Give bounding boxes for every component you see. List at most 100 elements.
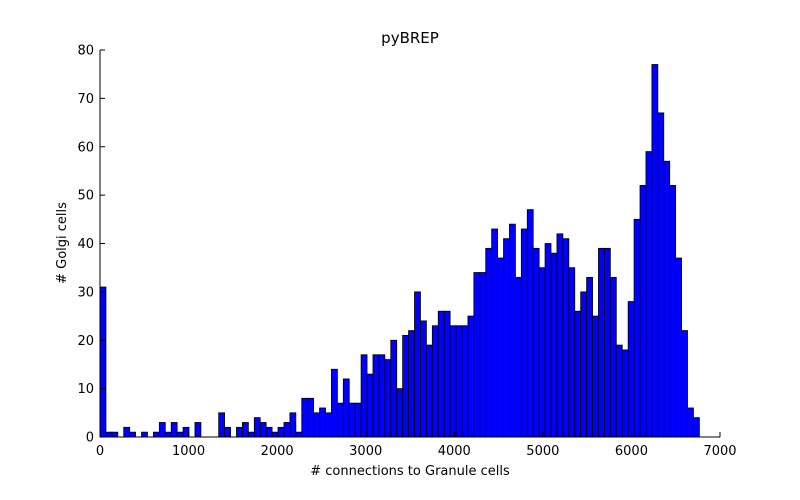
histogram-bar: [111, 431, 119, 438]
y-tick-label: 60: [77, 140, 94, 155]
histogram-bar: [550, 252, 558, 438]
histogram-bar: [503, 238, 510, 438]
histogram-bar: [544, 243, 552, 438]
histogram-bar: [669, 185, 677, 438]
histogram-bar: [242, 422, 249, 438]
histogram-bar: [657, 112, 665, 438]
x-tick-label: 4000: [438, 444, 471, 459]
histogram-bar: [342, 378, 350, 438]
y-tick-label: 50: [77, 189, 94, 204]
histogram-bar: [331, 368, 338, 438]
histogram-bar: [336, 402, 344, 438]
histogram-bar: [218, 412, 226, 438]
histogram-bar: [99, 286, 107, 438]
histogram-bar: [170, 422, 178, 438]
histogram-bar: [485, 247, 493, 438]
histogram-bar: [408, 330, 415, 438]
x-tick-label: 5000: [526, 444, 559, 459]
histogram-bar: [509, 223, 516, 438]
x-tick-label: 0: [96, 444, 104, 459]
histogram-bar: [461, 325, 469, 438]
histogram-bar: [491, 228, 498, 438]
histogram-bar: [455, 325, 463, 438]
histogram-bar: [515, 276, 522, 438]
histogram-bar: [307, 397, 315, 438]
histogram-bar: [348, 402, 356, 438]
histogram-bar: [609, 276, 617, 438]
histogram-bar: [681, 330, 688, 438]
histogram-bar: [295, 431, 303, 438]
histogram-bar: [176, 431, 184, 438]
histogram-bar: [289, 412, 297, 438]
histogram-bar: [633, 218, 641, 438]
histogram-bar: [313, 412, 320, 438]
histogram-bar: [639, 185, 647, 438]
histogram-bar: [325, 412, 332, 438]
histogram-bar: [621, 349, 629, 438]
chart-title: pyBREP: [381, 29, 439, 47]
histogram-bar: [236, 426, 243, 438]
histogram-bar: [645, 151, 653, 438]
histogram-bar: [538, 267, 546, 438]
histogram-bar: [420, 320, 427, 438]
y-tick-label: 10: [77, 382, 94, 397]
histogram-bar: [194, 422, 202, 438]
histogram-bar: [360, 354, 368, 438]
x-axis-label: # connections to Granule cells: [310, 464, 510, 479]
y-axis-ticks: 0 10 20 30 40 50 60 70 80: [77, 44, 105, 446]
histogram-bar: [378, 354, 386, 438]
histogram-bar: [449, 325, 457, 438]
histogram-bar: [384, 359, 392, 438]
y-tick-label: 20: [77, 334, 94, 349]
histogram-bar: [651, 64, 659, 438]
histogram-bar: [277, 426, 285, 438]
histogram-bar: [568, 267, 576, 438]
histogram-bar: [675, 257, 682, 438]
histogram-bar: [390, 339, 398, 438]
histogram-bar: [693, 417, 700, 438]
y-tick-label: 80: [77, 44, 94, 59]
histogram-bar: [402, 335, 409, 438]
histogram-bar: [615, 344, 623, 438]
histogram-bar: [105, 431, 113, 438]
y-tick-label: 70: [77, 92, 94, 107]
x-axis-ticks: 0 1000 2000 3000 4000 5000 6000 7000: [96, 432, 737, 459]
histogram-bar: [431, 325, 439, 438]
histogram-bar: [604, 247, 611, 438]
histogram-bar: [141, 431, 148, 438]
y-tick-label: 30: [77, 285, 94, 300]
histogram-bar: [354, 402, 362, 438]
histogram-bar: [592, 315, 599, 438]
histogram-bar: [425, 344, 433, 438]
histogram-bar: [437, 310, 445, 438]
histogram-bar: [473, 272, 481, 438]
histogram-bar: [301, 397, 309, 438]
y-axis-label: # Golgi cells: [55, 202, 70, 284]
histogram-bar: [259, 422, 267, 438]
x-tick-label: 2000: [261, 444, 294, 459]
histogram-bar: [319, 407, 326, 438]
histogram-bar: [532, 247, 540, 438]
histogram-bar: [158, 422, 166, 438]
histogram-bar: [247, 431, 255, 438]
histogram-bar: [467, 315, 475, 438]
histogram-bar: [562, 238, 570, 438]
histogram-bar: [556, 233, 564, 438]
histogram-bar: [574, 310, 582, 438]
histogram-bar: [598, 247, 605, 438]
histogram-bar: [586, 276, 593, 438]
x-tick-label: 1000: [172, 444, 205, 459]
histogram-bar: [123, 426, 131, 438]
histogram-bar: [443, 310, 451, 438]
histogram-bar: [283, 422, 291, 438]
histogram-bar: [687, 407, 694, 438]
histogram-bar: [164, 431, 172, 438]
histogram-bar: [224, 426, 231, 438]
histogram-bar: [526, 209, 534, 438]
histogram-bar: [396, 388, 404, 438]
histogram-bar: [129, 431, 137, 438]
histogram-bar: [153, 431, 160, 438]
y-tick-label: 0: [86, 431, 94, 446]
histogram-bar: [627, 301, 635, 438]
